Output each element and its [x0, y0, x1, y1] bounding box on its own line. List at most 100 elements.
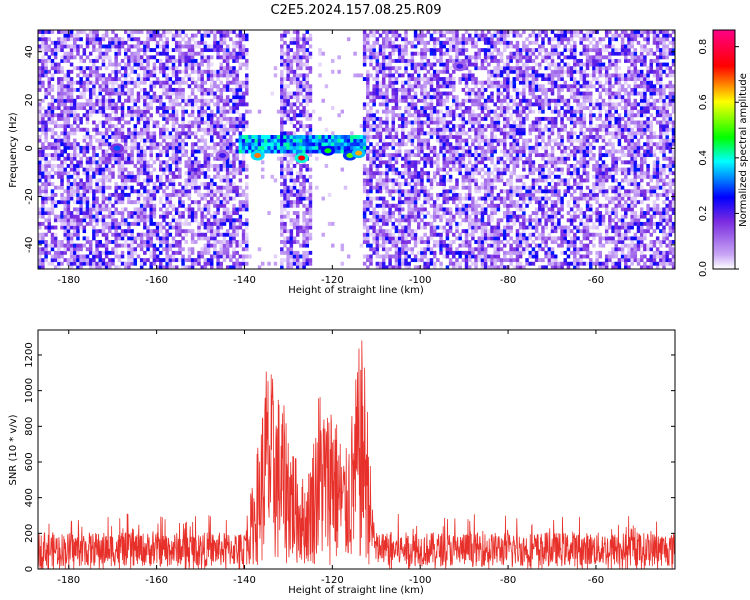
spectrogram-cell: [92, 87, 96, 92]
spectrogram-cell: [397, 153, 402, 158]
spectrogram-cell: [120, 207, 125, 212]
spectrogram-cell: [69, 250, 74, 255]
spectrogram-cell: [452, 135, 456, 139]
spectrogram-cell: [209, 232, 214, 237]
spectrogram-cell: [206, 66, 211, 71]
spectrogram-cell: [159, 236, 163, 241]
spectrogram-cell: [209, 87, 214, 92]
spectrogram-cell: [229, 218, 233, 223]
spectrogram-cell: [165, 247, 169, 252]
spectrogram-cell: [299, 261, 303, 266]
spectrogram-cell: [209, 48, 214, 53]
spectrogram-cell: [117, 116, 122, 121]
spectrogram-cell: [92, 203, 96, 208]
spectrogram-cell: [60, 261, 64, 266]
spectrogram-cell: [235, 73, 239, 78]
spectrogram-cell: [143, 189, 147, 194]
spectrogram-cell: [238, 221, 243, 226]
spectrogram-cell: [299, 163, 303, 168]
spectrogram-cell: [283, 225, 287, 230]
spectrogram-cell: [120, 156, 125, 161]
spectrogram-cell: [334, 149, 338, 154]
spectrogram-cell: [88, 167, 93, 172]
spectrogram-cell: [327, 221, 332, 226]
spectrogram-cell: [445, 254, 450, 259]
spectrogram-cell: [66, 189, 71, 194]
spectrogram-cell: [120, 87, 125, 92]
spectrogram-cell: [165, 37, 169, 42]
spectrogram-cell: [391, 185, 396, 190]
spectrogram-cell: [295, 261, 300, 266]
spectrogram-cell: [289, 243, 294, 248]
spectrogram-cell: [50, 236, 55, 241]
spectrogram-cell: [362, 33, 367, 38]
spectrogram-cell: [404, 37, 408, 42]
spectrogram-cell: [455, 106, 459, 110]
spectrogram-cell: [245, 243, 249, 248]
spectrogram-cell: [420, 189, 424, 194]
spectrogram-cell: [426, 189, 431, 194]
spectrogram-cell: [130, 229, 134, 234]
spectrogram-cell: [200, 265, 204, 269]
spectrogram-cell: [289, 185, 294, 190]
spectrogram-cell: [420, 95, 424, 100]
spectrogram-cell: [413, 185, 418, 190]
spectrogram-cell: [120, 192, 125, 197]
spectrogram-cell: [197, 236, 201, 241]
spectrogram-cell: [362, 135, 367, 139]
spectrogram-cell: [98, 66, 102, 71]
spectrogram-cell: [245, 102, 249, 107]
spectrogram-cell: [372, 171, 376, 176]
spectrogram-cell: [432, 178, 437, 183]
spectrogram-cell: [397, 138, 402, 143]
spectrogram-cell: [69, 247, 74, 252]
spectrogram-cell: [53, 48, 58, 53]
spectrogram-cell: [452, 261, 456, 266]
spectrogram-cell: [50, 98, 55, 103]
spectrogram-cell: [308, 124, 313, 129]
spectrogram-cell: [41, 142, 45, 147]
spectrogram-cell: [197, 149, 201, 154]
spectrogram-cell: [190, 211, 195, 215]
spectrogram-cell: [60, 211, 64, 215]
spectrogram-cell: [407, 80, 411, 85]
spectrogram-cell: [85, 174, 90, 179]
spectrogram-cell: [439, 51, 443, 56]
spectrogram-cell: [238, 95, 243, 100]
spectrogram-cell: [445, 124, 450, 129]
spectrogram-cell: [292, 40, 297, 45]
spectrogram-cell: [117, 62, 122, 67]
spectrogram-cell: [159, 200, 163, 205]
spectrogram-cell: [442, 182, 446, 187]
spectrogram-cell: [315, 156, 319, 161]
spectrogram-cell: [299, 182, 303, 187]
spectrogram-cell: [178, 131, 182, 136]
spectrogram-cell: [388, 167, 392, 172]
spectrogram-cell: [222, 87, 227, 92]
spectrogram-cell: [216, 135, 220, 139]
spectrogram-cell: [302, 236, 306, 241]
spectrogram-cell: [57, 167, 61, 172]
spectrogram-cell: [178, 156, 182, 161]
spectrogram-cell: [155, 258, 160, 263]
spectrogram-cell: [245, 192, 249, 197]
spectrogram-cell: [235, 258, 239, 263]
spectrogram-cell: [213, 48, 217, 53]
spectrogram-cell: [162, 73, 166, 78]
spectrogram-cell: [448, 66, 453, 71]
spectrogram-cell: [162, 232, 166, 237]
spectrogram-cell: [53, 236, 58, 241]
spectrogram-cell: [47, 87, 52, 92]
spectrogram-cell: [420, 62, 424, 67]
spectrogram-cell: [47, 207, 52, 212]
spectrogram-cell: [420, 167, 424, 172]
spectrogram-cell: [381, 91, 386, 96]
spectrogram-cell: [378, 66, 383, 71]
spectrogram-cell: [194, 98, 198, 103]
spectrogram-cell: [101, 106, 106, 110]
spectrogram-cell: [63, 247, 67, 252]
spectrogram-cell: [241, 33, 246, 38]
spectrogram-cell: [245, 66, 249, 71]
spectrogram-cell: [44, 225, 48, 230]
spectrogram-cell: [60, 55, 64, 60]
